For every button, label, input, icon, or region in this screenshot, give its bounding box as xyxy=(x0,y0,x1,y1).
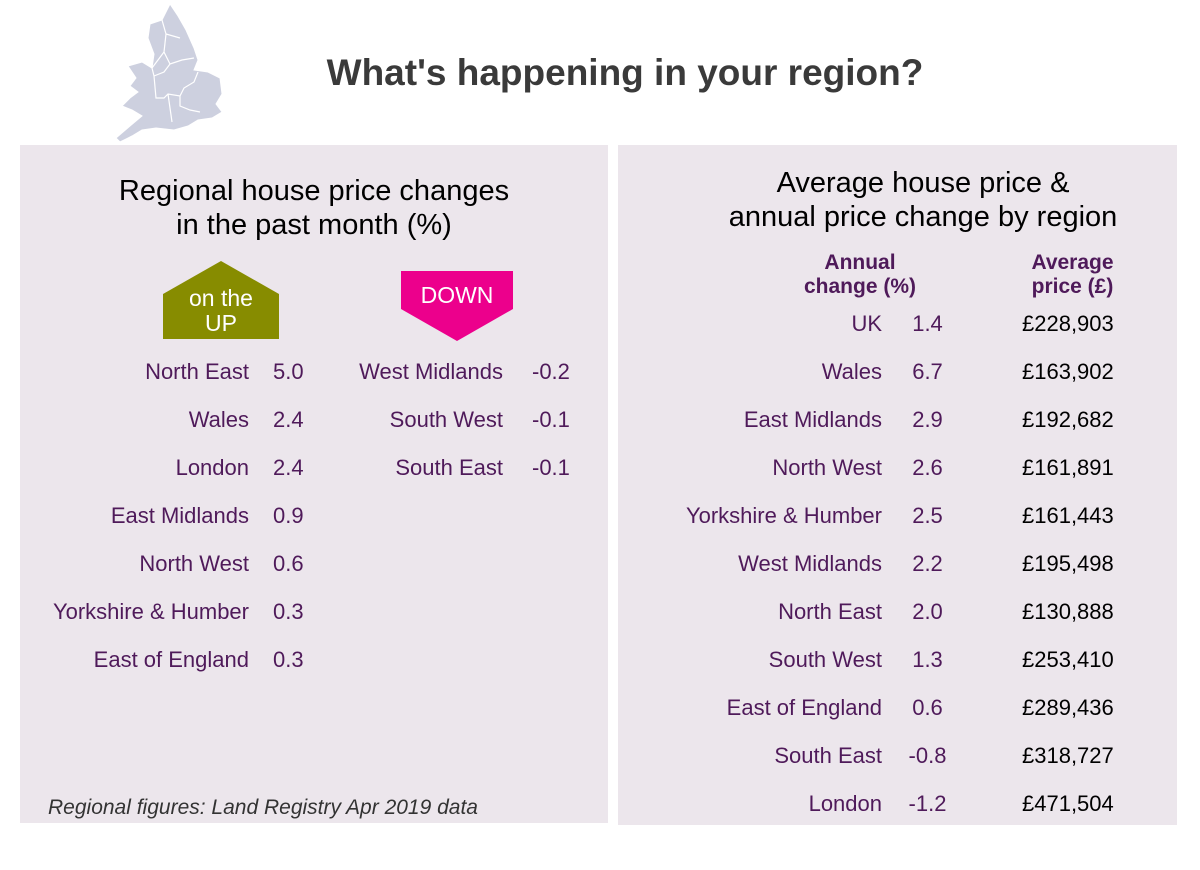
region-name: Yorkshire & Humber xyxy=(685,503,882,528)
annual-change: -0.8 xyxy=(908,743,947,768)
header-text: price (£) xyxy=(1031,275,1114,298)
region-name: East of England xyxy=(93,647,249,672)
table-row: Wales 6.7 £163,902 xyxy=(620,358,1170,386)
down-row: West Midlands -0.2 xyxy=(330,358,600,386)
average-price: £161,891 xyxy=(1022,455,1114,480)
table-row: UK 1.4 £228,903 xyxy=(620,310,1170,338)
annual-change: 2.2 xyxy=(912,551,943,576)
up-row: North West 0.6 xyxy=(20,550,320,578)
change-value: 2.4 xyxy=(273,407,304,432)
region-name: Yorkshire & Humber xyxy=(52,599,249,624)
region-name: Wales xyxy=(821,359,882,384)
source-note: Regional figures: Land Registry Apr 2019… xyxy=(48,796,478,819)
region-name: East of England xyxy=(726,695,882,720)
up-arrow-badge-icon xyxy=(163,261,279,339)
annual-change: 0.6 xyxy=(912,695,943,720)
region-name: South East xyxy=(395,455,503,480)
annual-change: 1.4 xyxy=(912,311,943,336)
down-badge-label: DOWN xyxy=(420,282,494,308)
region-name: East Midlands xyxy=(110,503,249,528)
table-row: South East -0.8 £318,727 xyxy=(620,742,1170,770)
average-price: £161,443 xyxy=(1022,503,1114,528)
change-value: -0.1 xyxy=(532,455,570,480)
region-name: London xyxy=(808,791,882,816)
average-price: £471,504 xyxy=(1022,791,1114,816)
up-badge-label: on the UP xyxy=(163,286,279,336)
page-title: What's happening in your region? xyxy=(326,52,924,93)
average-price: £318,727 xyxy=(1022,743,1114,768)
title-line: Average house price & xyxy=(776,167,1070,199)
badge-text: on the xyxy=(189,285,253,311)
region-name: North East xyxy=(778,599,882,624)
table-row: East of England 0.6 £289,436 xyxy=(620,694,1170,722)
title-line: Regional house price changes xyxy=(118,175,510,207)
annual-change: 2.5 xyxy=(912,503,943,528)
change-value: 0.3 xyxy=(273,647,304,672)
average-price: £253,410 xyxy=(1022,647,1114,672)
table-row: West Midlands 2.2 £195,498 xyxy=(620,550,1170,578)
badge-text: UP xyxy=(205,310,237,336)
monthly-change-panel xyxy=(20,145,608,823)
table-row: East Midlands 2.9 £192,682 xyxy=(620,406,1170,434)
up-row: Yorkshire & Humber 0.3 xyxy=(20,598,320,626)
header-text: Annual xyxy=(824,251,896,274)
region-name: West Midlands xyxy=(359,359,503,384)
up-row: East of England 0.3 xyxy=(20,646,320,674)
monthly-panel-title: Regional house price changes in the past… xyxy=(20,174,608,242)
down-arrow-badge-icon xyxy=(401,271,513,341)
change-value: -0.1 xyxy=(532,407,570,432)
header-text: Average xyxy=(1031,251,1114,274)
region-name: North East xyxy=(145,359,249,384)
region-name: South West xyxy=(389,407,503,432)
region-name: UK xyxy=(851,311,882,336)
up-row: North East 5.0 xyxy=(20,358,320,386)
average-price: £228,903 xyxy=(1022,311,1114,336)
down-row: South West -0.1 xyxy=(330,406,600,434)
annual-change: 2.9 xyxy=(912,407,943,432)
region-name: London xyxy=(175,455,249,480)
table-row: South West 1.3 £253,410 xyxy=(620,646,1170,674)
table-row: Yorkshire & Humber 2.5 £161,443 xyxy=(620,502,1170,530)
average-price: £130,888 xyxy=(1022,599,1114,624)
annual-change: 2.6 xyxy=(912,455,943,480)
change-value: 0.6 xyxy=(273,551,304,576)
average-price: £195,498 xyxy=(1022,551,1114,576)
region-name: North West xyxy=(139,551,249,576)
header-text: change (%) xyxy=(803,275,916,298)
change-value: 0.9 xyxy=(273,503,304,528)
england-wales-map-icon xyxy=(115,3,223,143)
title-line: annual price change by region xyxy=(728,201,1118,233)
average-price: £163,902 xyxy=(1022,359,1114,384)
annual-panel-title: Average house price & annual price chang… xyxy=(618,166,1200,234)
annual-change: 6.7 xyxy=(912,359,943,384)
region-name: North West xyxy=(772,455,882,480)
region-name: West Midlands xyxy=(738,551,882,576)
average-price-header: Average price (£) xyxy=(1005,251,1140,299)
average-price: £192,682 xyxy=(1022,407,1114,432)
up-row: London 2.4 xyxy=(20,454,320,482)
up-row: Wales 2.4 xyxy=(20,406,320,434)
table-row: London -1.2 £471,504 xyxy=(620,790,1170,818)
region-name: East Midlands xyxy=(743,407,882,432)
change-value: 0.3 xyxy=(273,599,304,624)
title-line: in the past month (%) xyxy=(176,209,452,241)
region-name: South West xyxy=(768,647,882,672)
change-value: 5.0 xyxy=(273,359,304,384)
up-row: East Midlands 0.9 xyxy=(20,502,320,530)
change-value: -0.2 xyxy=(532,359,570,384)
average-price: £289,436 xyxy=(1022,695,1114,720)
change-value: 2.4 xyxy=(273,455,304,480)
annual-change: 2.0 xyxy=(912,599,943,624)
annual-change: -1.2 xyxy=(908,791,947,816)
annual-change-header: Annual change (%) xyxy=(800,251,920,299)
region-name: Wales xyxy=(188,407,249,432)
table-row: North East 2.0 £130,888 xyxy=(620,598,1170,626)
annual-change: 1.3 xyxy=(912,647,943,672)
region-name: South East xyxy=(774,743,882,768)
table-row: North West 2.6 £161,891 xyxy=(620,454,1170,482)
annual-change-panel xyxy=(618,145,1177,825)
down-row: South East -0.1 xyxy=(330,454,600,482)
